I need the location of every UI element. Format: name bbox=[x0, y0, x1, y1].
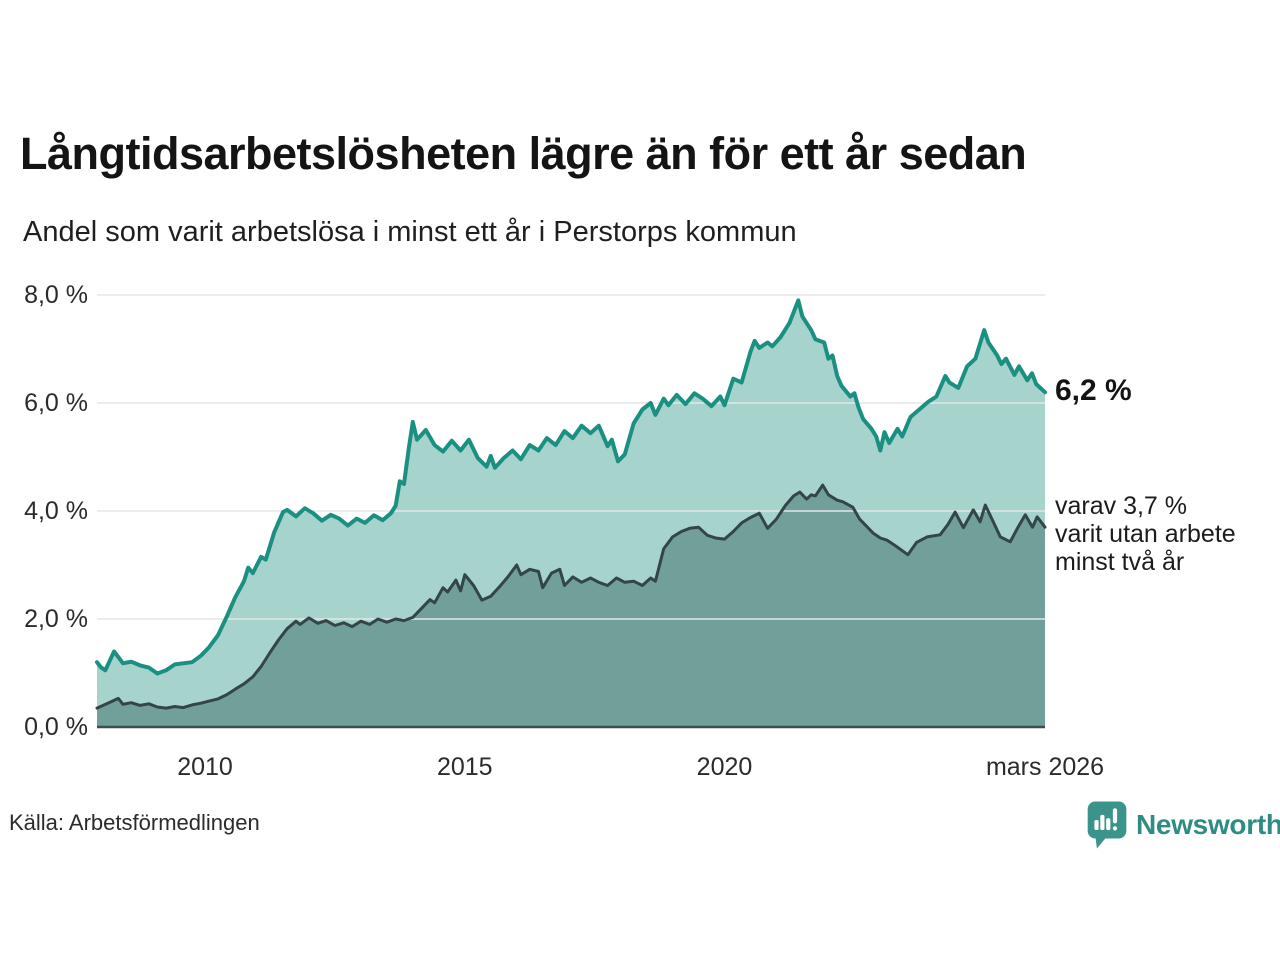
chart-title: Långtidsarbetslösheten lägre än för ett … bbox=[20, 128, 1027, 179]
source-note: Källa: Arbetsförmedlingen bbox=[9, 810, 260, 835]
y-axis-tick-label: 2,0 % bbox=[24, 605, 88, 633]
area-fill-series-1 bbox=[97, 485, 1045, 727]
latest-value-annotation: 6,2 % bbox=[1055, 374, 1132, 407]
secondary-annotation-line: varav 3,7 % bbox=[1055, 492, 1188, 520]
x-axis-tick-label: 2015 bbox=[436, 753, 493, 781]
newsworthy-wordmark: Newsworthy bbox=[1136, 809, 1280, 840]
x-axis-tick-label: 2020 bbox=[696, 753, 753, 781]
trend-line-series-1 bbox=[95, 483, 1047, 710]
newsworthy-chart-bubble-icon bbox=[1087, 801, 1127, 849]
secondary-annotation-line: minst två år bbox=[1055, 548, 1185, 576]
trend-line-series-0 bbox=[95, 298, 1047, 676]
secondary-value-annotation: varav 3,7 % varit utan arbete minst två … bbox=[1055, 492, 1236, 576]
y-axis-tick-label: 0,0 % bbox=[24, 713, 88, 741]
secondary-annotation-line: varit utan arbete bbox=[1055, 520, 1236, 548]
newsworthy-branding: Newsworthy bbox=[1086, 798, 1280, 852]
y-axis-tick-label: 4,0 % bbox=[24, 497, 88, 525]
y-axis-tick-label: 8,0 % bbox=[24, 281, 88, 309]
x-axis-tick-label: mars 2026 bbox=[985, 753, 1105, 781]
x-axis-tick-label: 2010 bbox=[177, 753, 233, 781]
chart-subtitle: Andel som varit arbetslösa i minst ett å… bbox=[23, 216, 797, 248]
y-axis-tick-label: 6,0 % bbox=[24, 389, 88, 417]
